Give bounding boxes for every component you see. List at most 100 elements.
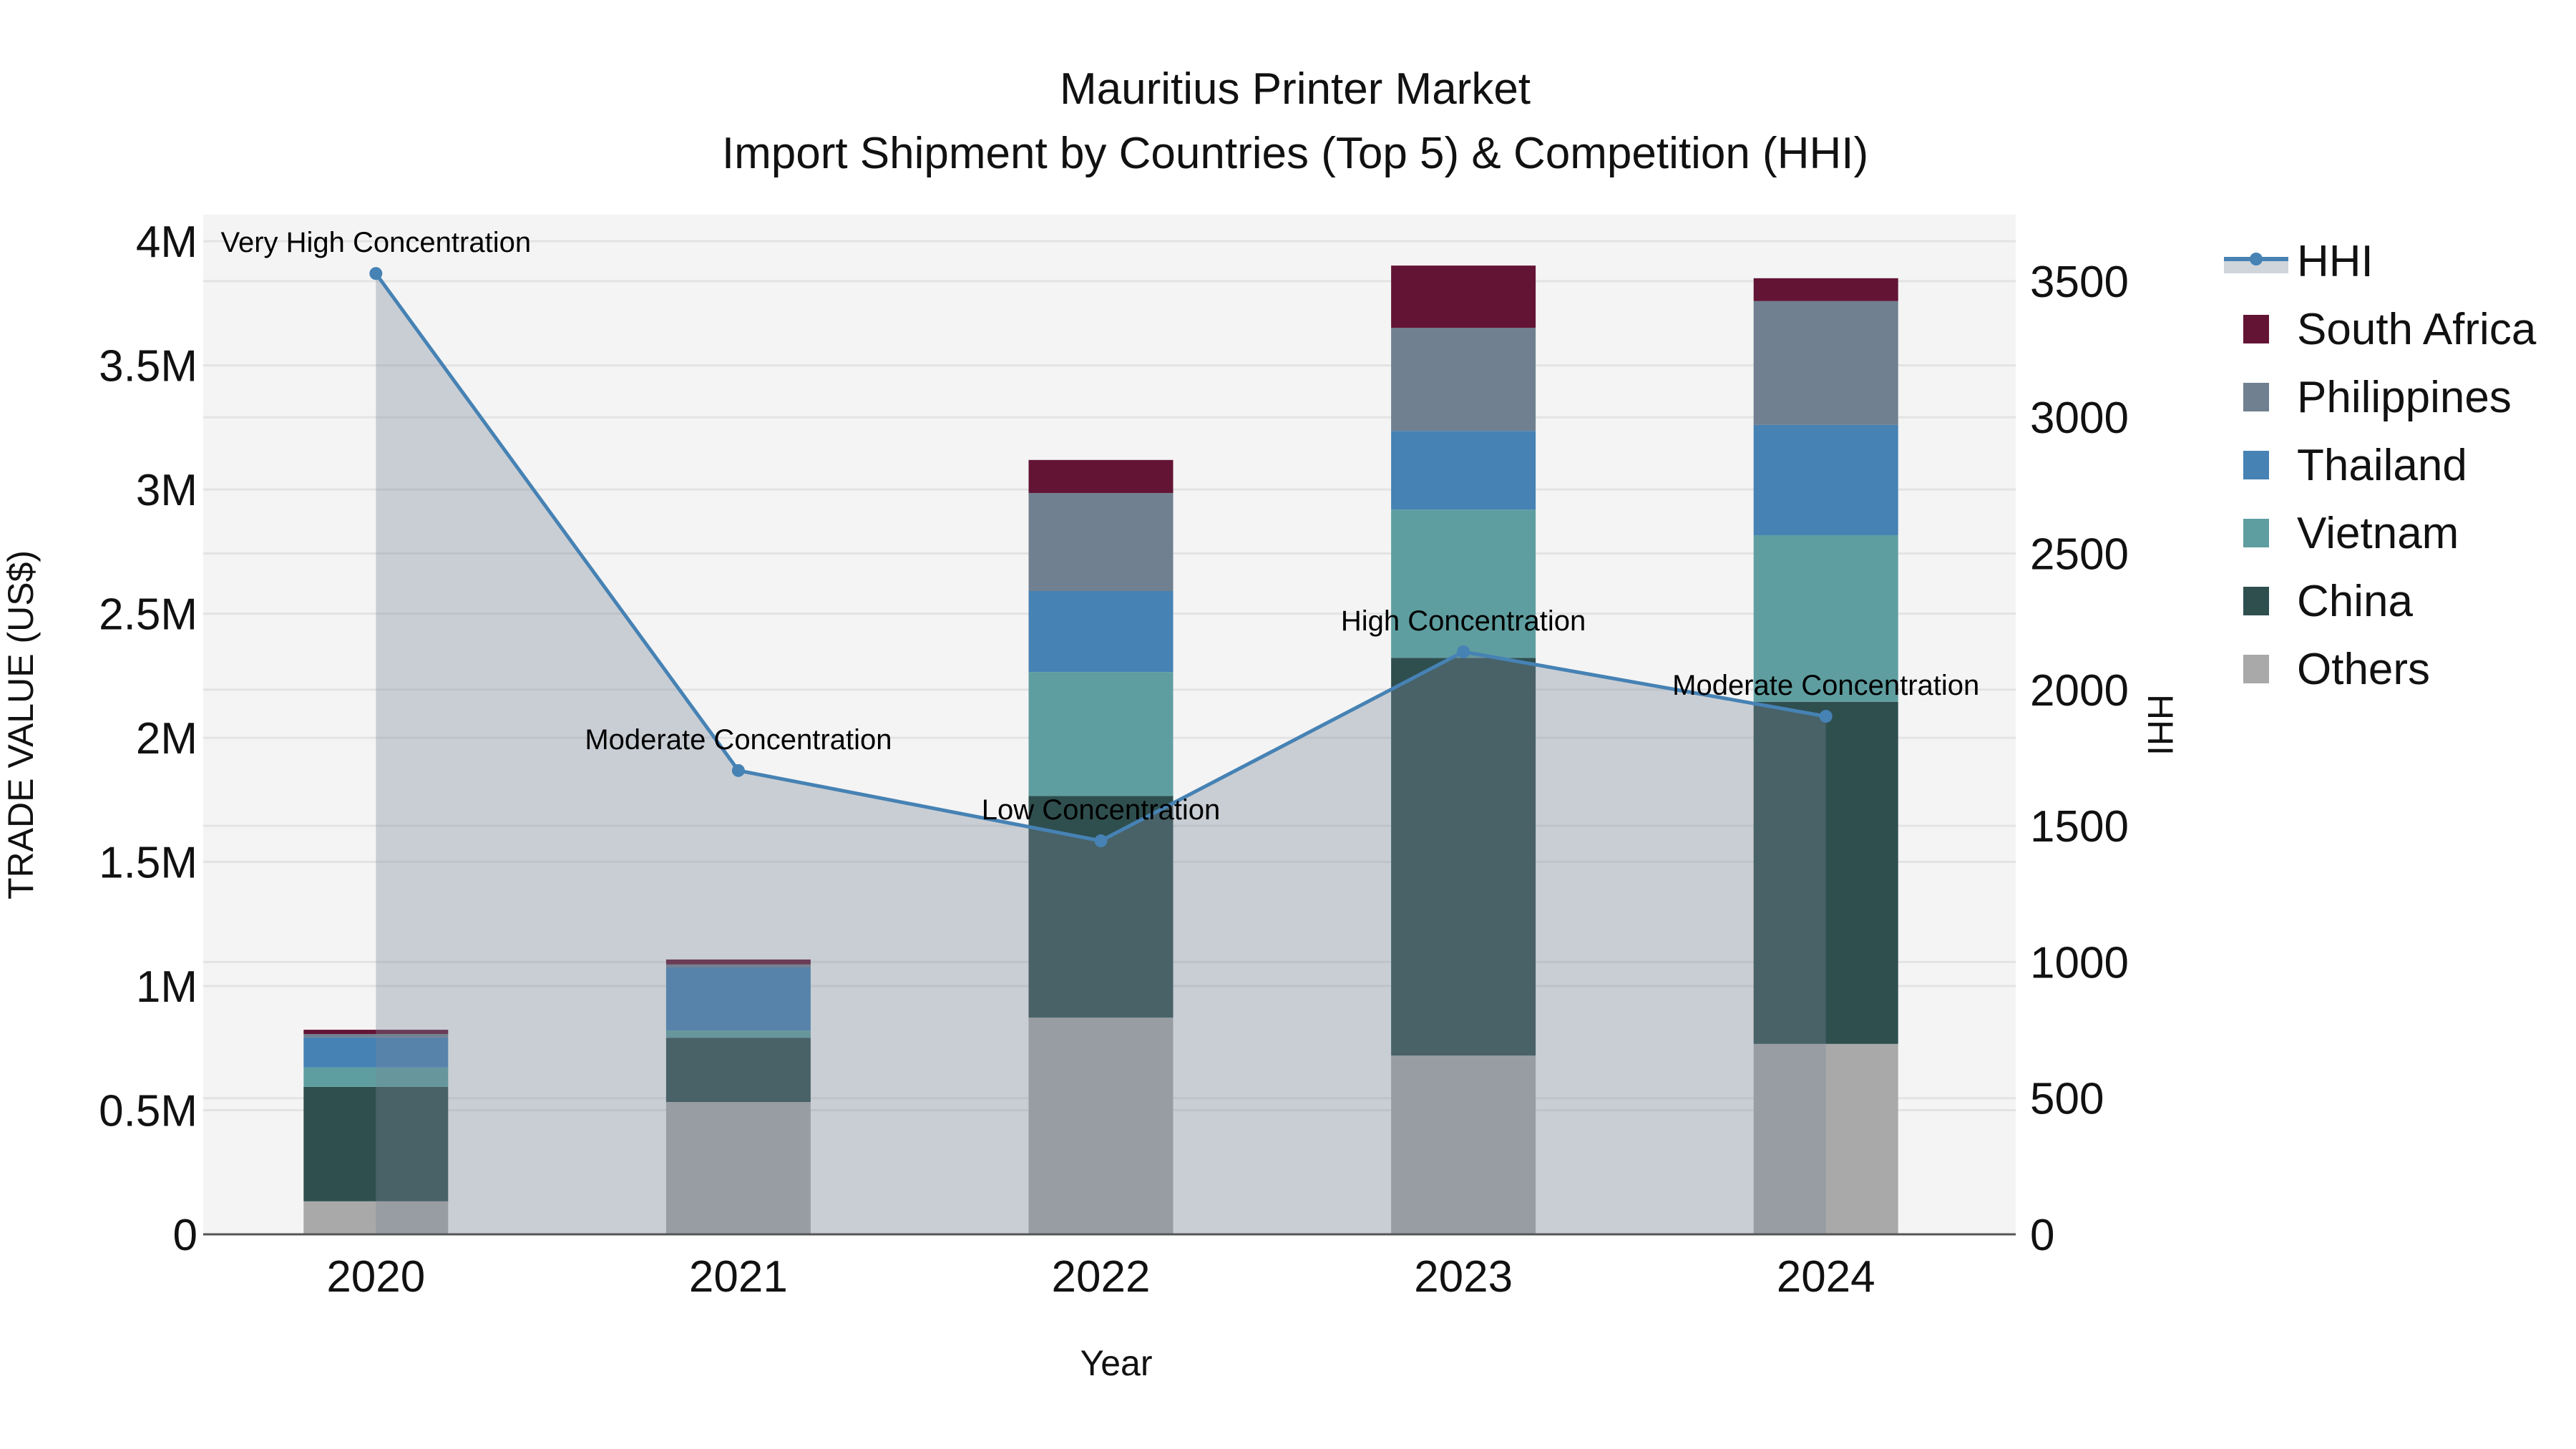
hhi-annotation: Low Concentration: [982, 794, 1221, 826]
bar-segment-vietnam[interactable]: [1391, 509, 1536, 658]
bar-segment-south-africa[interactable]: [303, 1030, 449, 1034]
legend-swatch-icon: [2243, 315, 2269, 343]
bar-segment-china[interactable]: [303, 1086, 449, 1201]
y-axis-left-ticks: 0 0.5M 1M 1.5M 2M 2.5M 3M 3.5M 4M: [99, 218, 197, 1260]
legend-label: Others: [2297, 645, 2430, 694]
y-right-tick-label: 500: [2030, 1075, 2104, 1124]
y-right-tick-label: 2000: [2030, 666, 2129, 716]
y-right-tick-label: 3000: [2030, 394, 2129, 443]
hhi-line: [369, 267, 1833, 848]
y-axis-right-ticks: 0 500 1000 1500 2000 2500 3000 3500: [2030, 258, 2129, 1260]
hhi-annotation: Moderate Concentration: [1672, 670, 1979, 701]
bar-segment-vietnam[interactable]: [665, 1030, 811, 1038]
bar-segment-thailand[interactable]: [665, 967, 811, 1031]
bar-segment-others[interactable]: [1391, 1055, 1536, 1234]
y-left-tick-label: 1M: [136, 962, 197, 1012]
x-tick-label-2020: 2020: [326, 1252, 425, 1302]
legend-item-china[interactable]: China: [2243, 577, 2414, 626]
legend-label: China: [2297, 577, 2414, 626]
hhi-point-2022[interactable]: [1094, 834, 1108, 848]
y-left-tick-label: 2.5M: [99, 590, 197, 640]
x-axis-ticks: 2020 2021 2022 2023 2024: [326, 1252, 1875, 1302]
bar-segment-thailand[interactable]: [1753, 424, 1898, 535]
bar-stack-2020[interactable]: [303, 1030, 449, 1234]
hhi-point-2024[interactable]: [1819, 710, 1833, 723]
legend-swatch-icon: [2243, 519, 2269, 547]
legend-swatch-icon: [2243, 655, 2269, 683]
bar-segment-south-africa[interactable]: [1028, 459, 1174, 493]
bar-segment-south-africa[interactable]: [1391, 265, 1536, 328]
x-tick-label-2022: 2022: [1052, 1252, 1151, 1302]
legend-swatch-icon: [2243, 587, 2269, 615]
legend-item-hhi[interactable]: HHI: [2224, 237, 2373, 286]
y-left-tick-label: 4M: [136, 218, 197, 267]
bar-segment-china[interactable]: [665, 1038, 811, 1103]
y-axis-left-title: TRADE VALUE (US$): [1, 550, 41, 899]
legend-label: Vietnam: [2297, 509, 2459, 558]
bar-segment-philippines[interactable]: [303, 1033, 449, 1038]
bar-segment-vietnam[interactable]: [303, 1067, 449, 1087]
hhi-annotation: Very High Concentration: [221, 227, 532, 258]
y-right-tick-label: 3500: [2030, 258, 2129, 307]
y-left-tick-label: 2M: [136, 714, 197, 763]
bar-segment-south-africa[interactable]: [665, 959, 811, 965]
bar-segment-others[interactable]: [1753, 1043, 1898, 1234]
bar-stack-2022[interactable]: [1028, 459, 1174, 1234]
legend-item-philippines[interactable]: Philippines: [2243, 373, 2512, 422]
x-axis-title: Year: [1080, 1343, 1152, 1383]
y-left-tick-label: 3.5M: [99, 342, 197, 391]
bar-stack-2021[interactable]: [665, 959, 811, 1234]
legend-item-thailand[interactable]: Thailand: [2243, 441, 2467, 490]
hhi-point-2023[interactable]: [1457, 645, 1470, 658]
legend: HHI South Africa Philippines Thailand Vietna…: [2224, 237, 2537, 694]
legend-item-vietnam[interactable]: Vietnam: [2243, 509, 2459, 558]
legend-swatch-icon: [2243, 451, 2269, 479]
hhi-area: [376, 273, 1826, 1234]
hhi-point-2020[interactable]: [369, 267, 383, 280]
y-axis-right-title: HHI: [2140, 694, 2180, 756]
legend-area-swatch: [2224, 259, 2288, 273]
bar-segment-china[interactable]: [1391, 658, 1536, 1056]
legend-label: South Africa: [2297, 305, 2537, 354]
bar-segment-thailand[interactable]: [1028, 591, 1174, 673]
y-right-tick-label: 0: [2030, 1211, 2054, 1260]
chart-title-line1: Mauritius Printer Market: [1060, 64, 1531, 114]
bar-segment-china[interactable]: [1753, 701, 1898, 1044]
legend-item-south-africa[interactable]: South Africa: [2243, 305, 2537, 354]
bar-stack-2023[interactable]: [1391, 265, 1536, 1234]
hhi-annotation: Moderate Concentration: [585, 724, 892, 756]
y-right-tick-label: 2500: [2030, 530, 2129, 579]
bar-segment-philippines[interactable]: [1028, 492, 1174, 592]
y-left-tick-label: 3M: [136, 466, 197, 515]
y-right-tick-label: 1000: [2030, 938, 2129, 987]
bar-segment-others[interactable]: [1028, 1018, 1174, 1234]
bar-segment-others[interactable]: [665, 1102, 811, 1234]
y-left-tick-label: 0.5M: [99, 1087, 197, 1136]
bar-segment-philippines[interactable]: [665, 964, 811, 968]
bar-segment-philippines[interactable]: [1753, 301, 1898, 425]
hhi-annotation: High Concentration: [1341, 605, 1586, 637]
bar-segment-thailand[interactable]: [303, 1037, 449, 1068]
stacked-bars: [303, 265, 1898, 1234]
hhi-annotations: Very High Concentration Moderate Concentr…: [221, 227, 1980, 826]
bar-segment-others[interactable]: [303, 1201, 449, 1234]
y-right-tick-label: 1500: [2030, 802, 2129, 852]
x-tick-label-2021: 2021: [689, 1252, 788, 1302]
legend-swatch-icon: [2243, 383, 2269, 411]
hhi-point-2021[interactable]: [731, 763, 745, 777]
bar-stack-2024[interactable]: [1753, 278, 1898, 1234]
bar-segment-south-africa[interactable]: [1753, 278, 1898, 301]
bar-segment-thailand[interactable]: [1391, 431, 1536, 510]
bar-segment-philippines[interactable]: [1391, 328, 1536, 431]
bar-segment-vietnam[interactable]: [1028, 672, 1174, 796]
bar-segment-vietnam[interactable]: [1753, 535, 1898, 702]
legend-label: Philippines: [2297, 373, 2512, 422]
legend-item-others[interactable]: Others: [2243, 645, 2430, 694]
legend-label: Thailand: [2297, 441, 2467, 490]
y-left-tick-label: 0: [173, 1211, 197, 1260]
y-left-tick-label: 1.5M: [99, 839, 197, 888]
x-tick-label-2023: 2023: [1414, 1252, 1513, 1302]
x-tick-label-2024: 2024: [1777, 1252, 1875, 1302]
